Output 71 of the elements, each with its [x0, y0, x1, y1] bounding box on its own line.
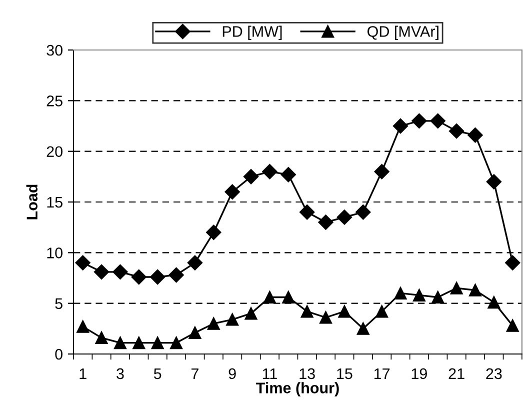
point: [282, 291, 295, 304]
point: [132, 336, 146, 350]
y-tick-label: 10: [47, 248, 62, 258]
point: [244, 307, 258, 320]
point: [486, 174, 502, 190]
point: [280, 167, 296, 182]
x-tick-label: 1: [80, 368, 86, 379]
legend-label: PD [MW]: [222, 26, 282, 40]
point: [188, 326, 202, 339]
point: [412, 288, 426, 302]
point: [226, 313, 239, 326]
point: [356, 322, 370, 335]
point: [76, 320, 90, 333]
y-tick-label: 5: [55, 298, 62, 310]
x-tick-label: 11: [262, 368, 277, 379]
point: [394, 286, 407, 300]
point: [300, 305, 314, 318]
y-tick-label: 30: [46, 44, 62, 56]
point: [468, 284, 482, 296]
x-tick-label: 9: [228, 368, 236, 380]
point: [392, 118, 408, 134]
point: [187, 255, 203, 270]
point: [170, 336, 183, 350]
point: [243, 169, 259, 184]
point: [448, 123, 464, 139]
point: [150, 269, 166, 285]
point: [356, 204, 371, 220]
x-tick-label: 17: [374, 368, 390, 379]
point: [168, 267, 184, 283]
point: [374, 164, 390, 180]
point: [432, 291, 444, 304]
x-tick-label: 15: [337, 368, 352, 380]
point: [450, 282, 463, 294]
point: [224, 184, 240, 200]
point: [114, 336, 126, 350]
legend-label: QD [MVAr]: [368, 26, 438, 40]
x-tick-label: 5: [154, 368, 162, 380]
point: [338, 305, 351, 318]
point: [505, 255, 520, 270]
point: [318, 214, 334, 230]
y-tick-label: 25: [46, 96, 62, 106]
point: [412, 113, 427, 129]
point: [376, 305, 388, 318]
point: [94, 264, 110, 280]
x-tick-label: 21: [448, 368, 464, 379]
x-tick-label: 7: [191, 368, 198, 379]
point: [430, 113, 446, 129]
point: [151, 336, 164, 350]
point: [207, 317, 220, 330]
point: [300, 204, 315, 220]
y-tick-label: 0: [55, 348, 62, 360]
point: [131, 269, 146, 285]
point: [506, 319, 519, 332]
point: [263, 291, 276, 304]
point: [75, 255, 90, 270]
x-tick-label: 19: [412, 368, 427, 380]
x-tick-label: 13: [300, 368, 315, 380]
x-tick-label: 3: [116, 368, 124, 380]
point: [468, 128, 483, 143]
point: [488, 296, 500, 309]
y-tick-label: 20: [46, 146, 62, 158]
x-axis-title: Time (hour): [256, 382, 339, 396]
y-axis-title: Load: [26, 184, 38, 220]
x-tick-label: 23: [486, 368, 502, 380]
point: [262, 164, 278, 180]
point: [112, 264, 128, 280]
point: [95, 332, 108, 344]
point: [206, 224, 222, 240]
y-tick-label: 15: [47, 197, 62, 208]
point: [336, 210, 352, 225]
point: [320, 311, 332, 324]
